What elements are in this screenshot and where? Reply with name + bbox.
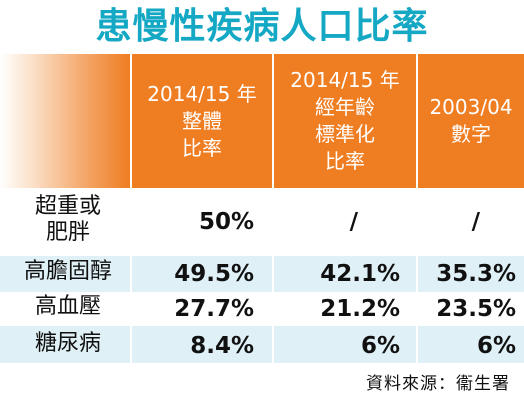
column-header-line: 經年齡 bbox=[314, 95, 375, 119]
page-title: 患慢性疾病人口比率 bbox=[95, 6, 429, 47]
table-row bbox=[0, 256, 524, 292]
table-cell: 21.2% bbox=[320, 296, 400, 322]
header-corner bbox=[0, 54, 130, 188]
row-label: 超重或 肥胖 bbox=[6, 194, 130, 246]
table-cell: 27.7% bbox=[174, 296, 254, 322]
table-cell: 50% bbox=[198, 209, 254, 235]
table-cell: 8.4% bbox=[190, 333, 254, 359]
row-label: 高膽固醇 bbox=[6, 259, 130, 285]
column-header-line: 2014/15 年 bbox=[147, 81, 257, 106]
row-label-line: 高膽固醇 bbox=[23, 259, 112, 284]
column-header-line: 2003/04 bbox=[429, 95, 513, 119]
row-label-line: 高血壓 bbox=[34, 294, 101, 319]
table-cell: 6% bbox=[476, 333, 516, 359]
column-divider bbox=[272, 54, 274, 399]
row-label: 高血壓 bbox=[6, 294, 130, 320]
column-header-2003-figure: 2003/04 數字 bbox=[418, 54, 524, 188]
row-label-line: 肥胖 bbox=[45, 220, 90, 245]
row-label: 糖尿病 bbox=[6, 331, 130, 357]
table-row bbox=[0, 326, 524, 363]
table-cell: 35.3% bbox=[436, 261, 516, 287]
column-header-age-standardized-rate: 2014/15 年 經年齡 標準化 比率 bbox=[274, 54, 416, 188]
table-cell: 49.5% bbox=[174, 261, 254, 287]
source-note: 資料來源：衞生署 bbox=[366, 374, 510, 394]
column-header-line: 比率 bbox=[324, 149, 365, 173]
table-row bbox=[0, 292, 524, 326]
column-header-line: 2014/15 年 bbox=[290, 68, 400, 92]
table-cell: 42.1% bbox=[320, 261, 400, 287]
row-label-line: 超重或 bbox=[34, 194, 101, 219]
column-header-overall-rate: 2014/15 年 整體 比率 bbox=[132, 54, 272, 188]
column-divider bbox=[416, 54, 418, 399]
table-cell: 6% bbox=[360, 333, 400, 359]
column-divider bbox=[130, 54, 132, 399]
column-header-line: 比率 bbox=[181, 135, 222, 160]
table-cell: 23.5% bbox=[436, 296, 516, 322]
table-row bbox=[0, 188, 524, 256]
table-cell: / bbox=[471, 209, 480, 235]
row-label-line: 糖尿病 bbox=[34, 331, 101, 356]
column-header-line: 標準化 bbox=[314, 122, 375, 146]
column-header-line: 整體 bbox=[181, 108, 222, 133]
table-cell: / bbox=[349, 209, 358, 235]
column-header-line: 數字 bbox=[451, 122, 491, 146]
